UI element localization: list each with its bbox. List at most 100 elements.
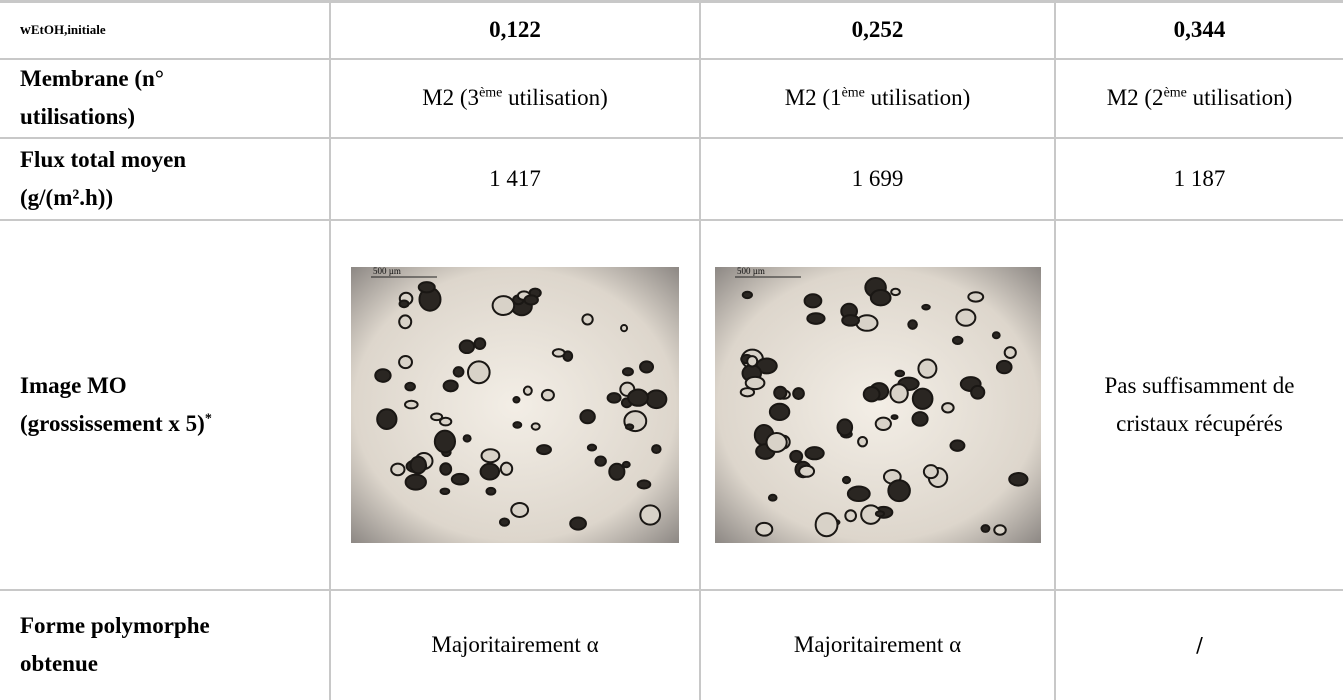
- crystal: [814, 511, 838, 537]
- crystal: [803, 445, 825, 460]
- crystal: [894, 369, 905, 377]
- crystal: [522, 385, 533, 396]
- crystal: [417, 280, 436, 293]
- crystal: [523, 293, 539, 305]
- crystal: [969, 384, 985, 400]
- cell: Majoritairement α: [329, 588, 701, 700]
- header-value: 0,344: [1054, 0, 1343, 60]
- crystal: [374, 367, 392, 383]
- crystal: [498, 516, 511, 527]
- crystal: [621, 366, 634, 376]
- superscript: ème: [841, 85, 865, 101]
- crystal: [886, 478, 911, 502]
- crystal: [874, 416, 892, 431]
- crystal: [569, 516, 587, 531]
- text: M2 (3: [422, 85, 480, 110]
- crystal: [651, 443, 662, 454]
- crystal: [791, 386, 805, 400]
- header-label: wEtOH,initiale: [0, 0, 331, 60]
- crystal: [874, 509, 885, 517]
- crystal: [621, 460, 631, 468]
- row-label: Membrane (n° utilisations): [0, 57, 331, 139]
- crystal: [452, 365, 465, 378]
- text: M2 (2: [1106, 85, 1164, 110]
- crystal: [995, 359, 1013, 374]
- crystal: [739, 386, 755, 397]
- crystal: [499, 461, 514, 476]
- crystal: [639, 503, 662, 526]
- crystal: [536, 443, 552, 455]
- crystal: [551, 347, 566, 358]
- crystal: [948, 438, 965, 452]
- cell: M2 (1ème utilisation): [699, 57, 1056, 139]
- crystal: [954, 307, 976, 327]
- crystal: [636, 478, 652, 489]
- crystal: [608, 462, 626, 481]
- label-line: utilisations): [20, 104, 136, 129]
- crystal: [450, 472, 470, 485]
- row: Flux total moyen (g/(m².h)) 1 417 1 699 1…: [0, 136, 1343, 221]
- crystal: [744, 375, 765, 390]
- crystal: [627, 388, 649, 407]
- crystal: [398, 298, 410, 308]
- crystal: [433, 429, 457, 453]
- crystal: [458, 338, 476, 354]
- crystal: [966, 290, 984, 303]
- label-subscript: EtOH,initiale: [30, 22, 106, 38]
- superscript: ème: [1163, 85, 1187, 101]
- cell: Majoritairement α: [699, 588, 1056, 700]
- crystal: [430, 411, 444, 421]
- crystal: [439, 461, 453, 476]
- crystal: [920, 303, 931, 310]
- label-line: Image MO: [20, 372, 127, 398]
- crystal: [803, 292, 822, 308]
- crystal: [840, 313, 860, 327]
- crystal: [442, 378, 459, 392]
- cell: /: [1054, 588, 1343, 700]
- header-value: 0,122: [329, 0, 701, 60]
- crystal: [510, 501, 530, 518]
- crystal: [404, 473, 427, 491]
- crystal: [645, 388, 668, 409]
- row-label: Image MO (grossissement x 5)*: [0, 218, 331, 591]
- micrograph: 500 µm: [351, 266, 679, 543]
- crystal: [540, 388, 555, 401]
- crystal: [889, 287, 901, 296]
- crystal: [512, 420, 523, 429]
- crystal: [512, 395, 521, 404]
- crystal: [890, 413, 899, 420]
- crystal: [843, 508, 857, 522]
- crystal: [856, 435, 868, 447]
- cell: 1 699: [699, 136, 1056, 221]
- crystal: [745, 354, 758, 368]
- label-line: (grossissement x 5): [20, 410, 205, 436]
- scale-label: 500 µm: [737, 267, 765, 276]
- crystal: [624, 422, 635, 430]
- crystal: [854, 313, 879, 332]
- crystal: [916, 358, 937, 379]
- crystal: [910, 410, 929, 427]
- crystal: [586, 443, 598, 452]
- label-line: Forme polymorphe: [20, 613, 210, 638]
- cell: 1 417: [329, 136, 701, 221]
- text: M2 (1: [784, 85, 842, 110]
- cell: 1 187: [1054, 136, 1343, 221]
- crystal: [606, 391, 622, 404]
- crystal: [862, 385, 881, 402]
- crystal: [398, 354, 414, 369]
- crystal: [846, 484, 871, 502]
- label: w: [20, 22, 31, 39]
- label-line: Flux total moyen: [20, 146, 187, 172]
- crystal: [376, 407, 398, 430]
- crystal: [480, 447, 501, 463]
- crystal: [741, 290, 753, 299]
- crystal: [768, 402, 790, 421]
- micrograph: 500 µm: [714, 266, 1041, 543]
- crystal: [797, 464, 815, 478]
- cell: Pas suffisamment de cristaux récupérés: [1054, 218, 1343, 591]
- crystal: [404, 381, 416, 391]
- text: utilisation): [864, 85, 971, 110]
- superscript: *: [204, 410, 212, 426]
- crystal: [530, 421, 541, 431]
